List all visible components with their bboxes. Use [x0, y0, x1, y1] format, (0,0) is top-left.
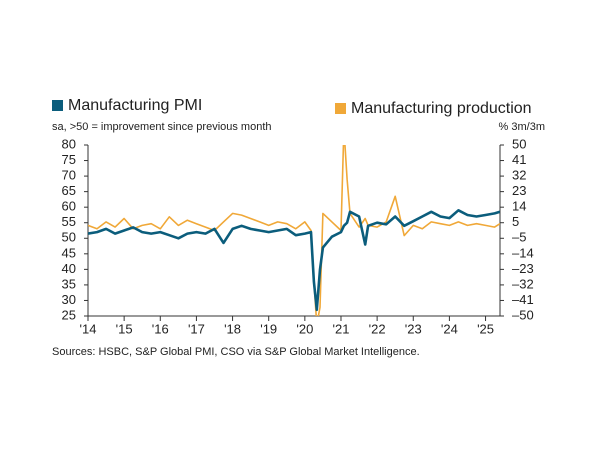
y-tick-label: 50 — [62, 230, 76, 245]
y-tick-label: 75 — [62, 152, 76, 167]
y-tick-label: 30 — [62, 292, 76, 307]
legend-swatch — [335, 103, 346, 114]
x-tick-label: '24 — [441, 321, 458, 336]
subtitle: sa, >50 = improvement since previous mon… — [52, 121, 272, 133]
y-tick-label: 40 — [62, 261, 76, 276]
x-tick-label: '16 — [152, 321, 169, 336]
legend-swatch — [52, 100, 63, 111]
x-tick-label: '21 — [333, 321, 350, 336]
y2-tick-label: –23 — [512, 261, 534, 276]
data-line — [88, 209, 500, 312]
y2-tick-label: –14 — [512, 245, 534, 260]
y2-tick-label: –5 — [512, 230, 526, 245]
y2-tick-label: 32 — [512, 168, 526, 183]
y2-tick-label: 41 — [512, 152, 526, 167]
x-tick-label: '23 — [405, 321, 422, 336]
x-tick-label: '15 — [116, 321, 133, 336]
y-tick-label: 70 — [62, 168, 76, 183]
x-tick-label: '18 — [224, 321, 241, 336]
y-tick-label: 45 — [62, 245, 76, 260]
y-tick-label: 35 — [62, 276, 76, 291]
source: Sources: HSBC, S&P Global PMI, CSO via S… — [52, 346, 420, 358]
legend-label: Manufacturing PMI — [68, 97, 202, 114]
legend-label: Manufacturing production — [351, 100, 532, 117]
data-line — [88, 145, 500, 316]
y2-tick-label: –41 — [512, 292, 534, 307]
x-tick-label: '17 — [188, 321, 205, 336]
y2-tick-label: 14 — [512, 199, 526, 214]
x-tick-label: '22 — [369, 321, 386, 336]
x-tick-label: '25 — [477, 321, 494, 336]
x-tick-label: '20 — [296, 321, 313, 336]
y2-tick-label: 5 — [512, 214, 519, 229]
y2-axis-label: % 3m/3m — [499, 121, 545, 133]
y2-tick-label: –50 — [512, 307, 534, 322]
y-tick-label: 80 — [62, 136, 76, 151]
y-tick-label: 25 — [62, 307, 76, 322]
x-tick-label: '14 — [80, 321, 97, 336]
x-tick-label: '19 — [260, 321, 277, 336]
y2-tick-label: 23 — [512, 183, 526, 198]
y-tick-label: 65 — [62, 183, 76, 198]
y-tick-label: 55 — [62, 214, 76, 229]
y2-tick-label: 50 — [512, 136, 526, 151]
y2-tick-label: –32 — [512, 276, 534, 291]
y-tick-label: 60 — [62, 199, 76, 214]
